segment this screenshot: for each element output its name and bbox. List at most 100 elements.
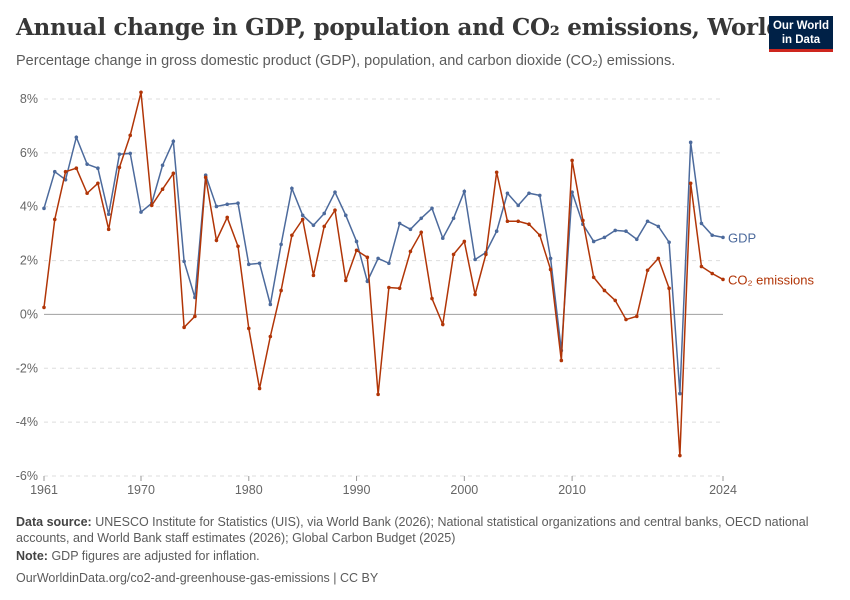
data-point: [300, 217, 305, 222]
data-point: [721, 235, 725, 240]
data-point: [699, 264, 704, 269]
data-point: [42, 305, 46, 310]
data-point: [257, 386, 262, 391]
data-point: [106, 212, 111, 217]
data-point: [667, 286, 671, 291]
data-point: [678, 453, 682, 458]
data-point: [688, 181, 693, 186]
data-point: [613, 228, 618, 233]
data-point: [85, 191, 89, 196]
data-point: [473, 257, 477, 262]
data-point: [365, 255, 370, 260]
x-tick-label: 1980: [235, 483, 263, 497]
data-point: [214, 204, 219, 209]
data-point: [537, 193, 542, 198]
data-point: [96, 181, 100, 186]
data-point: [484, 252, 488, 257]
data-point: [602, 235, 607, 240]
data-point: [311, 223, 316, 228]
data-point: [397, 221, 402, 226]
data-point: [343, 213, 348, 218]
data-point: [117, 152, 122, 157]
y-tick-label: 2%: [20, 254, 38, 268]
data-point: [710, 271, 715, 276]
data-point: [171, 171, 176, 176]
data-point: [559, 358, 564, 363]
data-point: [645, 268, 650, 273]
data-point: [236, 244, 240, 249]
data-point: [440, 236, 445, 241]
data-point: [634, 237, 639, 242]
data-point: [74, 166, 79, 171]
data-point: [645, 219, 650, 224]
data-point: [430, 296, 434, 301]
data-point: [548, 267, 553, 272]
data-point: [473, 292, 477, 297]
data-point: [581, 218, 585, 223]
data-point: [257, 261, 262, 266]
data-point: [516, 203, 521, 208]
data-point: [354, 239, 359, 244]
data-point: [721, 277, 725, 282]
y-tick-label: 8%: [20, 92, 38, 106]
x-tick-label: 1990: [343, 483, 371, 497]
y-tick-label: 0%: [20, 307, 38, 321]
data-point: [171, 139, 176, 144]
data-point: [516, 219, 521, 224]
data-point: [214, 238, 219, 243]
source-url[interactable]: OurWorldinData.org/co2-and-greenhouse-ga…: [16, 571, 379, 585]
data-point: [591, 275, 596, 280]
data-point: [494, 170, 499, 175]
data-point: [376, 392, 380, 397]
y-tick-label: -2%: [16, 361, 38, 375]
data-point: [160, 163, 165, 168]
series-label: CO₂ emissions: [728, 272, 814, 287]
data-point: [343, 278, 348, 283]
data-point: [74, 135, 79, 140]
data-point: [290, 186, 294, 191]
data-point: [624, 229, 628, 234]
data-point: [182, 259, 186, 264]
data-point: [667, 240, 671, 245]
data-point: [63, 169, 68, 174]
data-point: [225, 202, 230, 207]
data-point: [268, 302, 273, 307]
data-point: [365, 279, 370, 284]
x-tick-label: 2010: [558, 483, 586, 497]
data-point: [106, 227, 111, 232]
x-tick-label: 1961: [30, 483, 58, 497]
series-line-1: [43, 92, 724, 456]
chart-subtitle: Percentage change in gross domestic prod…: [16, 53, 676, 69]
data-point: [182, 325, 186, 330]
data-point: [139, 210, 143, 214]
data-point: [451, 216, 456, 221]
data-point: [354, 248, 359, 253]
data-point: [440, 322, 445, 327]
data-point: [699, 221, 704, 226]
data-point: [311, 273, 316, 278]
data-point: [160, 187, 165, 192]
data-point: [570, 190, 574, 194]
data-point: [387, 261, 391, 266]
data-point: [462, 189, 467, 194]
owid-logo[interactable]: Our World in Data: [769, 16, 833, 52]
data-source: Data source: UNESCO Institute for Statis…: [16, 515, 809, 545]
data-point: [430, 206, 434, 211]
data-point: [602, 288, 607, 293]
data-point: [42, 206, 46, 211]
data-point: [203, 175, 208, 180]
data-point: [591, 239, 596, 244]
data-point: [678, 391, 682, 396]
data-point: [85, 162, 89, 166]
data-point: [322, 224, 327, 229]
data-point: [290, 233, 294, 238]
x-tick-label: 2024: [709, 483, 737, 497]
data-point: [570, 158, 574, 163]
x-tick-label: 2000: [450, 483, 478, 497]
data-point: [246, 326, 251, 331]
data-point: [322, 211, 327, 216]
series-line-0: [43, 134, 724, 394]
data-point: [376, 256, 380, 261]
data-point: [268, 334, 273, 339]
